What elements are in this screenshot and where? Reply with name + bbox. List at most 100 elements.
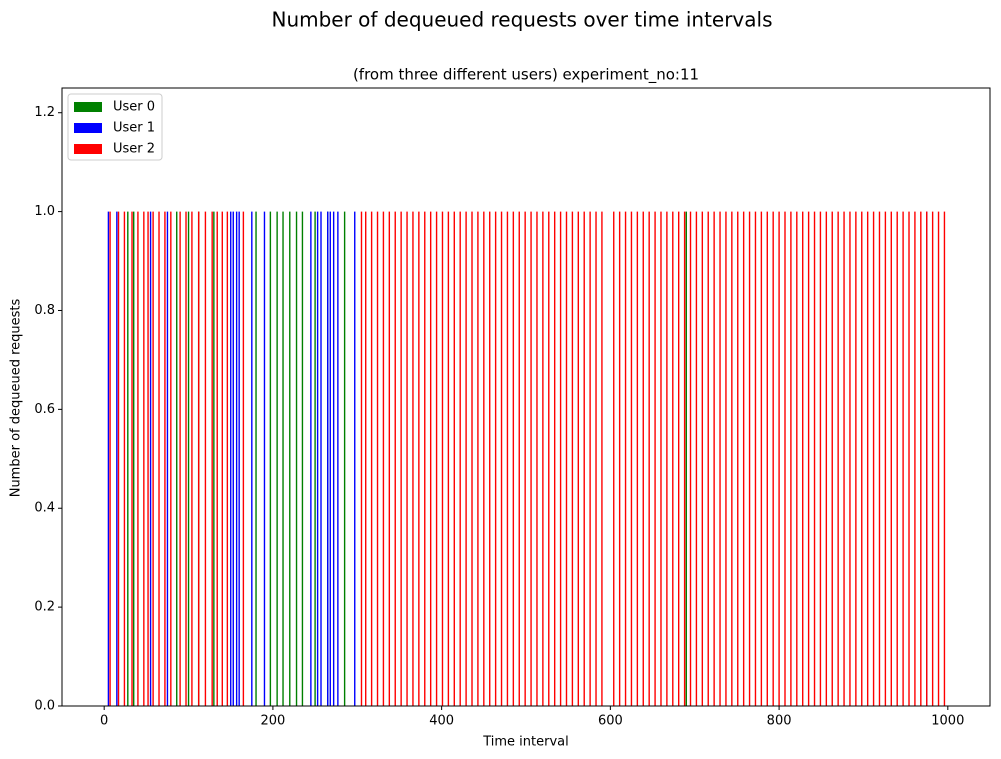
bar bbox=[878, 211, 881, 706]
bar bbox=[683, 211, 686, 706]
bar bbox=[127, 211, 129, 706]
x-tick-label: 600 bbox=[598, 714, 623, 729]
bar bbox=[429, 211, 432, 706]
bar bbox=[737, 211, 739, 706]
bar bbox=[613, 211, 615, 706]
bar bbox=[459, 211, 461, 706]
bar bbox=[276, 211, 278, 706]
bar bbox=[518, 211, 520, 706]
bar bbox=[654, 211, 656, 706]
bar bbox=[191, 211, 193, 706]
bar bbox=[695, 211, 698, 706]
bar bbox=[831, 211, 833, 706]
bar bbox=[689, 211, 692, 706]
bar bbox=[343, 211, 346, 706]
bar bbox=[263, 211, 266, 706]
bar bbox=[158, 211, 160, 706]
bar bbox=[931, 211, 934, 706]
bar bbox=[731, 211, 733, 706]
bar bbox=[337, 211, 339, 706]
chart-title: Number of dequeued requests over time in… bbox=[271, 8, 772, 32]
legend-label: User 0 bbox=[113, 100, 155, 115]
bar bbox=[365, 211, 367, 706]
bar bbox=[926, 211, 928, 706]
bar bbox=[920, 211, 922, 706]
bar bbox=[595, 211, 597, 706]
bar bbox=[896, 211, 898, 706]
bar bbox=[790, 211, 792, 706]
y-tick-label: 1.0 bbox=[34, 204, 55, 219]
bar bbox=[707, 211, 709, 706]
bar bbox=[116, 211, 118, 706]
bar bbox=[796, 211, 798, 706]
bar bbox=[890, 211, 892, 706]
bar bbox=[197, 211, 200, 706]
legend-label: User 1 bbox=[113, 121, 155, 136]
y-tick-label: 0.6 bbox=[34, 402, 55, 417]
bar bbox=[109, 211, 111, 706]
bar bbox=[204, 211, 207, 706]
bar bbox=[677, 211, 680, 706]
bar bbox=[282, 211, 284, 706]
bar bbox=[908, 211, 910, 706]
bar bbox=[772, 211, 774, 706]
bar bbox=[524, 211, 526, 706]
bar bbox=[360, 211, 363, 706]
bar bbox=[902, 211, 904, 706]
bar bbox=[577, 211, 580, 706]
chart-subtitle: (from three different users) experiment_… bbox=[353, 66, 699, 85]
legend-swatch bbox=[74, 144, 102, 154]
bar bbox=[295, 211, 298, 706]
bar bbox=[571, 211, 574, 706]
bar bbox=[235, 211, 238, 706]
bar bbox=[778, 211, 780, 706]
bar bbox=[137, 211, 139, 706]
bar bbox=[388, 211, 391, 706]
bar bbox=[719, 211, 721, 706]
bar bbox=[660, 211, 662, 706]
bar bbox=[382, 211, 385, 706]
bar bbox=[589, 211, 591, 706]
bar bbox=[943, 211, 946, 706]
bar bbox=[133, 211, 135, 706]
bar bbox=[583, 211, 585, 706]
bar bbox=[813, 211, 816, 706]
bar bbox=[435, 211, 438, 706]
bar bbox=[937, 211, 940, 706]
bar bbox=[289, 211, 291, 706]
bar bbox=[648, 211, 650, 706]
bar bbox=[400, 211, 402, 706]
bar bbox=[354, 211, 356, 706]
bar bbox=[601, 211, 603, 706]
x-tick-label: 400 bbox=[429, 714, 454, 729]
bar bbox=[327, 211, 329, 706]
bar bbox=[332, 211, 335, 706]
bar bbox=[187, 211, 190, 706]
bar bbox=[748, 211, 751, 706]
bar bbox=[713, 211, 715, 706]
bar bbox=[802, 211, 804, 706]
bar bbox=[565, 211, 568, 706]
bar bbox=[685, 211, 687, 706]
bar bbox=[230, 211, 232, 706]
bar bbox=[530, 211, 532, 706]
bar bbox=[376, 211, 379, 706]
bar bbox=[412, 211, 414, 706]
bar bbox=[131, 211, 133, 706]
bar bbox=[164, 211, 166, 706]
bar bbox=[636, 211, 639, 706]
bar bbox=[166, 211, 169, 706]
x-tick-label: 0 bbox=[100, 714, 108, 729]
bar bbox=[861, 211, 863, 706]
bar bbox=[512, 211, 515, 706]
legend-swatch bbox=[74, 123, 102, 133]
bar bbox=[494, 211, 497, 706]
bar bbox=[866, 211, 869, 706]
bar bbox=[424, 211, 426, 706]
bar bbox=[301, 211, 304, 706]
bar bbox=[242, 211, 245, 706]
bar bbox=[152, 211, 154, 706]
bar bbox=[542, 211, 544, 706]
bar bbox=[843, 211, 845, 706]
